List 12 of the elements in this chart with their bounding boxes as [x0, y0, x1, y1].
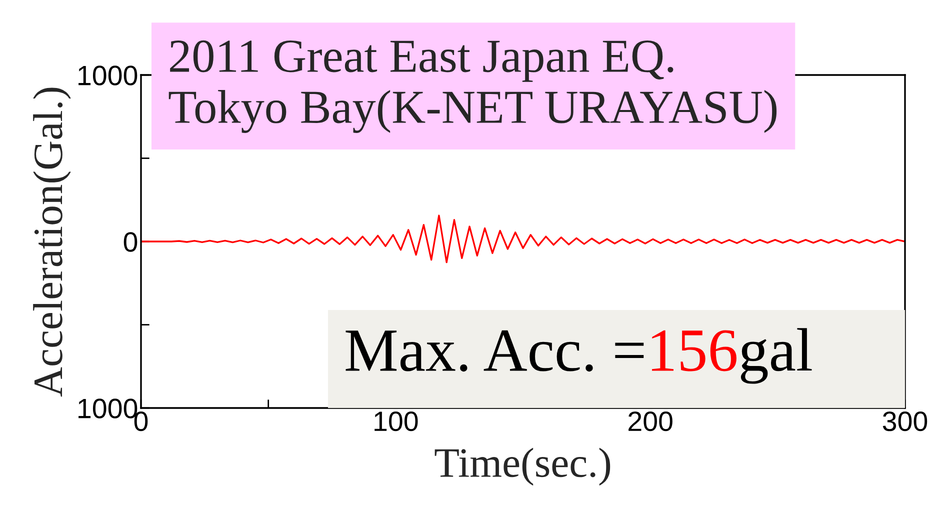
- y-tick-label: 0: [124, 232, 138, 252]
- line-series: [141, 214, 905, 264]
- y-tick-label: 1000: [78, 66, 138, 86]
- annotation: 156: [652, 330, 736, 372]
- x-axis-title: Time(sec.): [434, 448, 610, 486]
- annotation: gal: [740, 328, 812, 384]
- x-tick-label: 200: [628, 412, 672, 432]
- x-tick-label: 100: [374, 412, 418, 432]
- chart-title: 2011 Great East Japan EQ. Tokyo Bay(K-NET URAYASU): [168, 40, 777, 133]
- x-tick-label: 300: [882, 412, 928, 432]
- annotation: Max. Acc. =: [346, 330, 644, 372]
- y-axis-title: Acceleration(Gal.): [33, 88, 71, 397]
